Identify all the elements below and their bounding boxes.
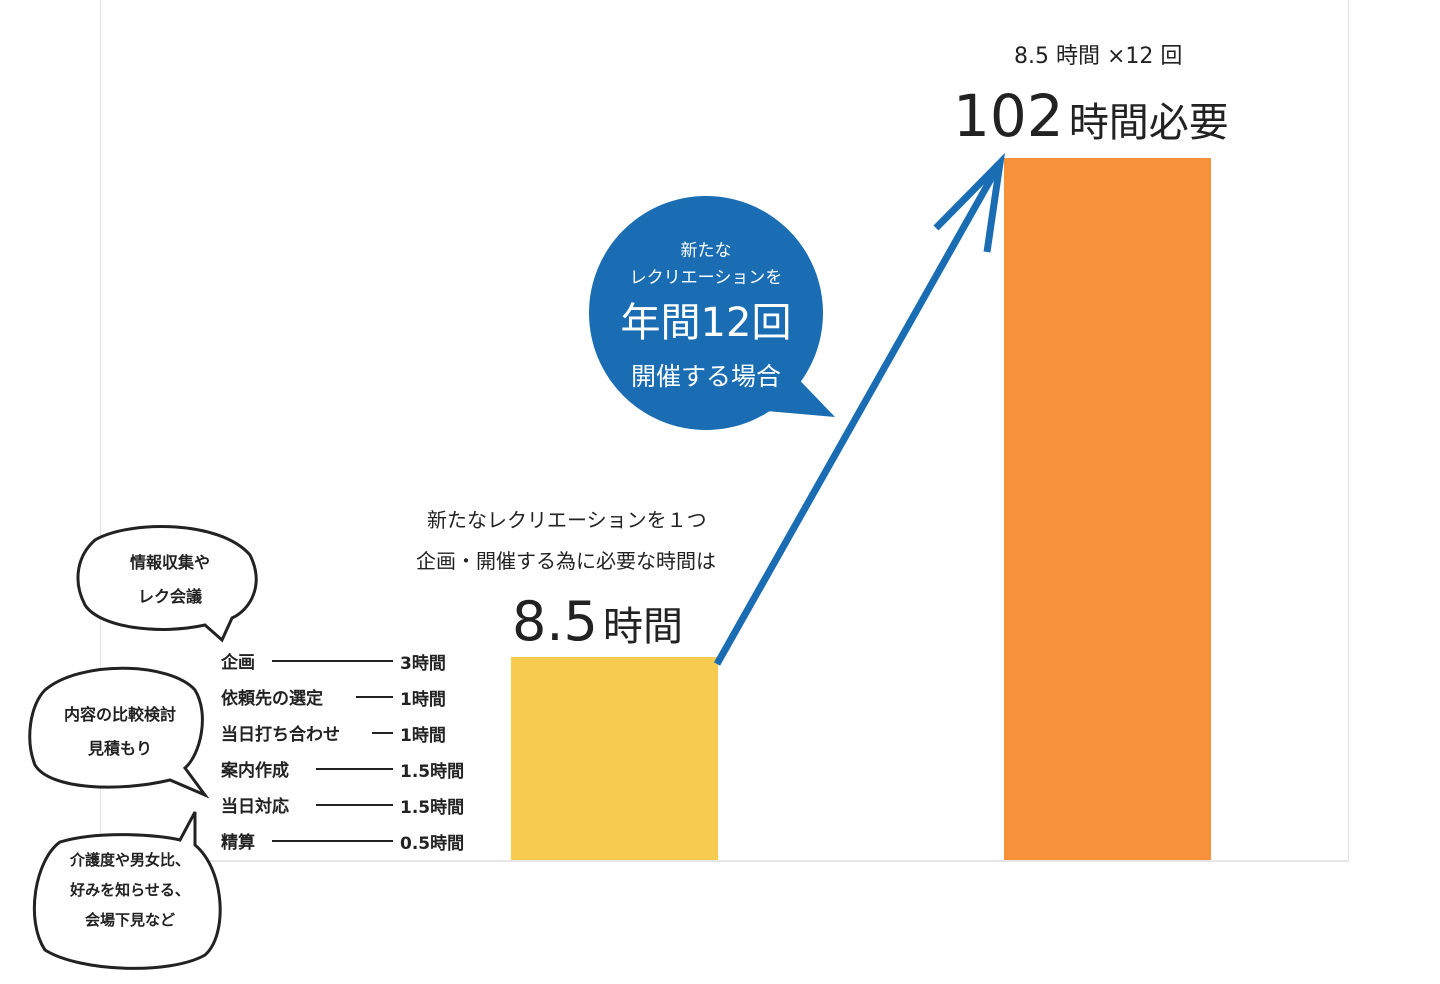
task-leader-line [372,732,393,734]
note3-text: 介護度や男女比、 好みを知らせる、 会場下見など [45,845,215,935]
callout-bubble [589,196,835,430]
callout-line2: レクリエーションを [629,268,783,288]
task-leader-line [272,840,393,842]
bar2-value-label: 102 時間必要 [953,82,1229,150]
note-bubbles [28,524,258,970]
note1-line1: 情報収集や [129,553,210,572]
callout-line1: 新たな [680,241,732,261]
task-row: 企画 [221,652,255,673]
task-hours: 1時間 [400,690,446,710]
bar1-value-number: 8.5 [512,590,598,653]
task-row: 当日対応 [221,796,289,817]
bar2-formula: 8.5 時間 ×12 回 [1014,44,1183,69]
task-hours: 1時間 [400,726,446,746]
task-row: 案内作成 [221,760,289,781]
note2-text: 内容の比較検討 見積もり [45,698,195,766]
bar-single-event [511,657,718,860]
note2-line1: 内容の比較検討 [63,705,176,724]
task-hours: 1.5時間 [400,762,465,782]
note2-line2: 見積もり [87,739,152,758]
task-row: 依頼先の選定 [221,688,323,709]
bar2-value-number: 102 [953,82,1064,150]
task-leader-line [316,804,393,806]
task-hours: 0.5時間 [400,834,465,854]
task-row: 精算 [221,832,255,853]
note3-line2: 好みを知らせる、 [70,881,190,899]
note3-line1: 介護度や男女比、 [69,851,190,869]
note1-line2: レク会議 [137,587,202,606]
task-leader-line [272,660,393,662]
task-leader-line [356,696,393,698]
bar1-value-label: 8.5 時間 [512,590,683,653]
note1-text: 情報収集や レク会議 [95,546,245,614]
task-hours: 1.5時間 [400,798,465,818]
task-row: 当日打ち合わせ [221,724,340,745]
task-leader-line [316,768,393,770]
bar1-caption-line2: 企画・開催する為に必要な時間は [416,549,716,573]
bar1-caption-line1: 新たなレクリエーションを１つ [427,508,707,532]
bar2-value-unit: 時間必要 [1068,100,1229,146]
callout-line3: 年間12回 [620,300,792,346]
note3-line3: 会場下見など [84,911,175,929]
bar-annual-12 [1004,158,1211,860]
bar1-value-unit: 時間 [602,604,683,650]
chart-frame [100,0,1349,862]
task-hours: 3時間 [400,654,446,674]
callout-line4: 開催する場合 [630,362,781,391]
